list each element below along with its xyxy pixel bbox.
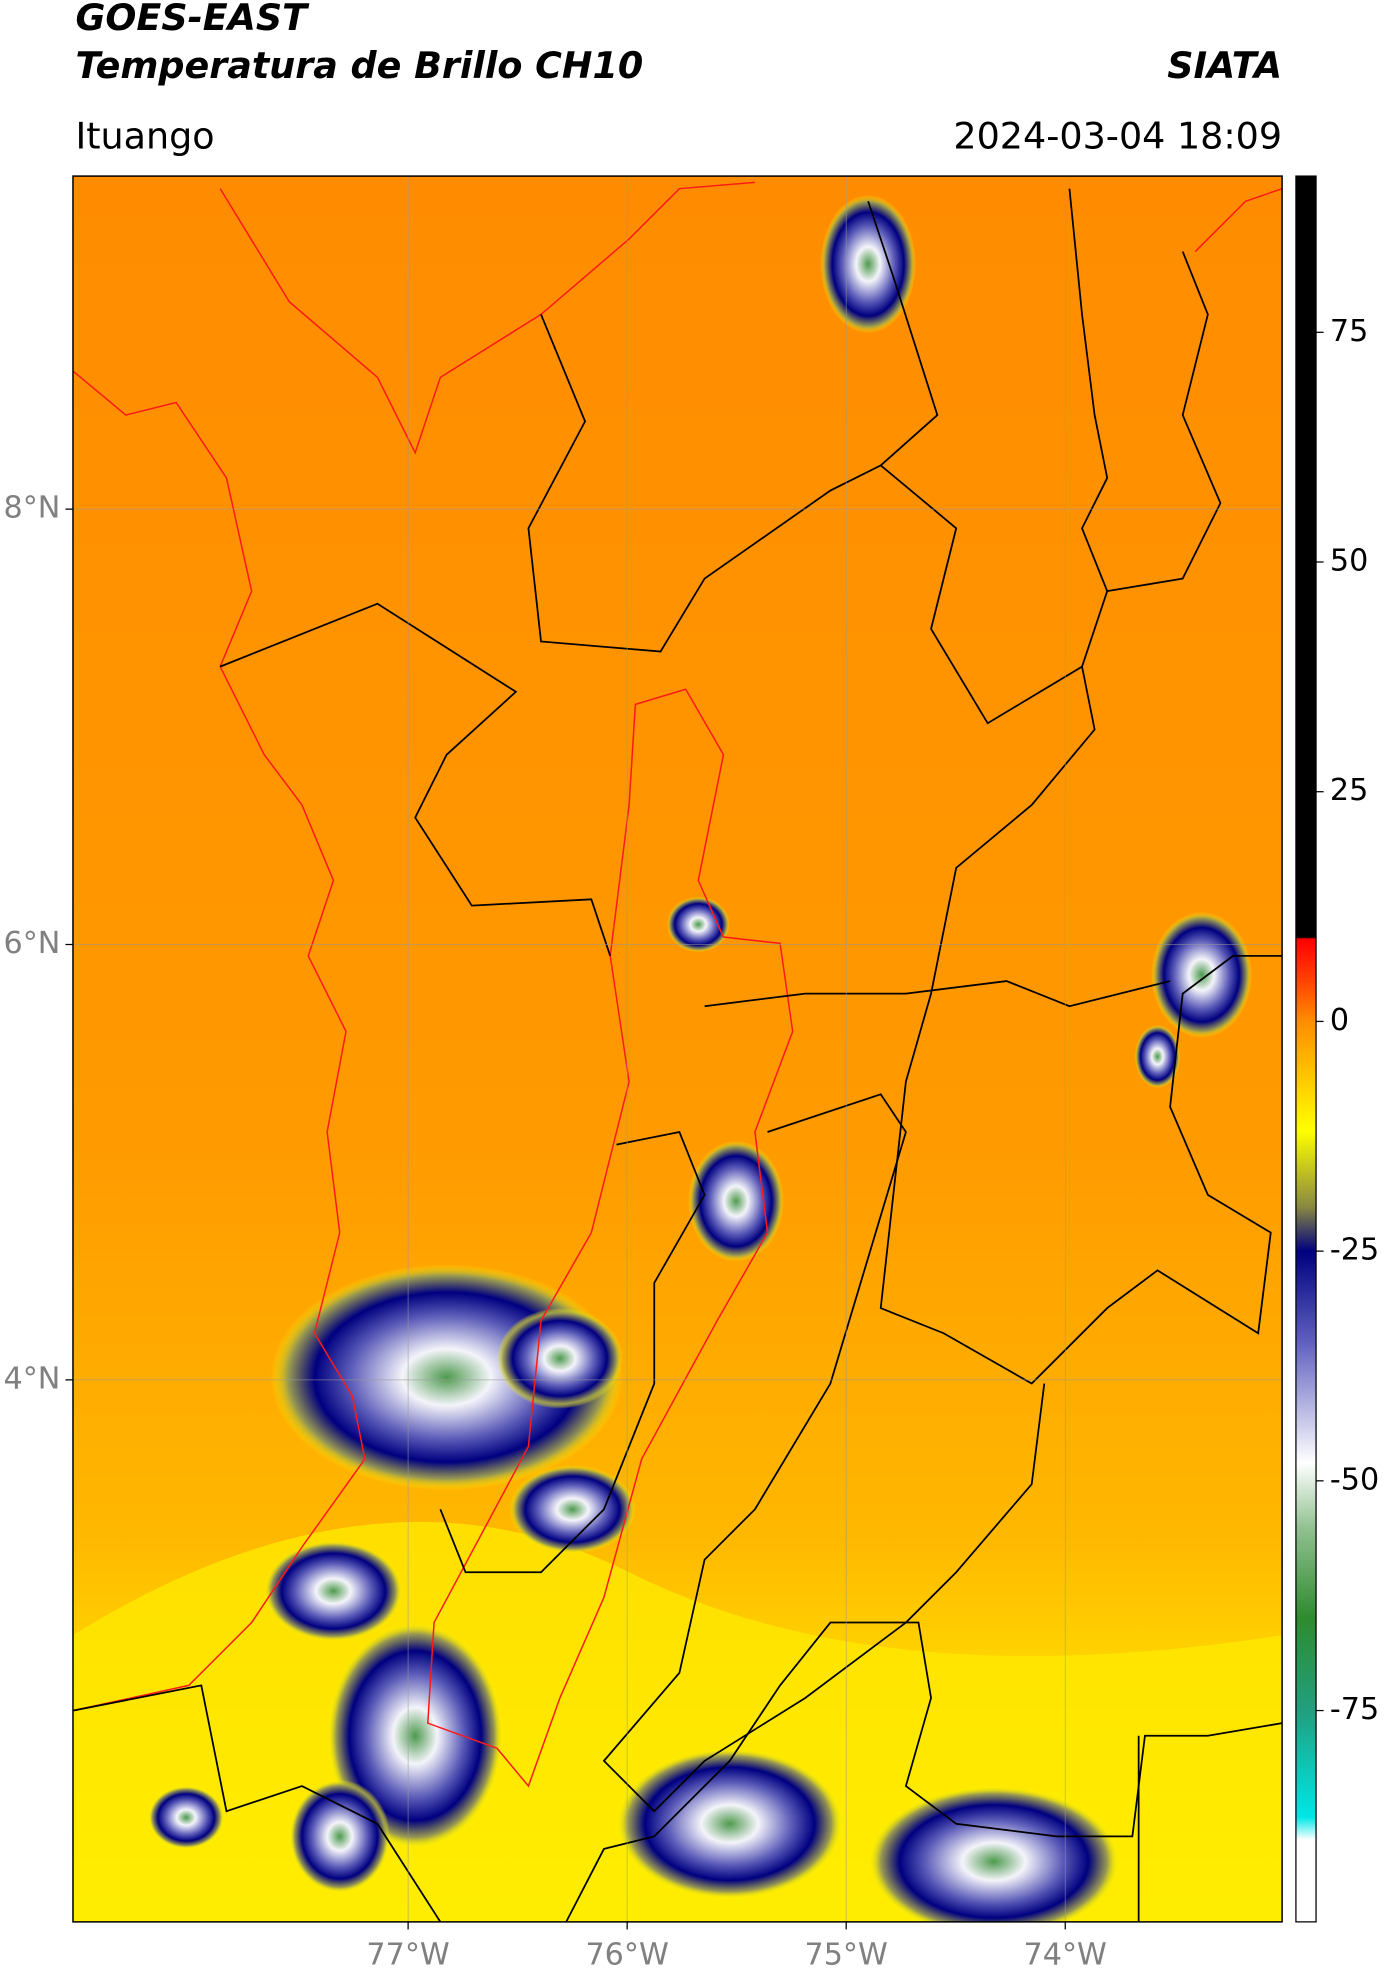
location: Ituango [75,114,214,157]
map-image [72,176,1283,1922]
x-tick-label: 76°W [585,1937,668,1972]
colorbar-tick-label: 75 [1330,314,1368,349]
grid [72,176,1283,1922]
x-tick-label: 75°W [805,1937,888,1972]
x-tick-label: 77°W [366,1937,449,1972]
y-tick-label: 8°N [3,491,60,526]
map-frame [72,175,1283,1923]
colorbar [1295,175,1317,1923]
title: GOES-EAST [75,0,310,39]
y-tick-label: 6°N [3,926,60,961]
colorbar-tick-label: 25 [1330,773,1368,808]
colorbar-tick-label: -50 [1330,1462,1379,1497]
x-tick-label: 74°W [1024,1937,1107,1972]
source: SIATA [1167,44,1282,87]
colorbar-tick-label: 50 [1330,544,1368,579]
colorbar-tick-label: 0 [1330,1003,1349,1038]
timestamp: 2024-03-04 18:09 [953,114,1282,157]
ticks: 77°W 76°W 75°W 74°W 8°N 6°N 4°N -75 -50 -25 0 25 50 7… [3,314,1379,1973]
colorbar-tick-label: -25 [1330,1233,1379,1268]
y-tick-label: 4°N [3,1361,60,1396]
colorbar-tick-label: -75 [1330,1692,1379,1727]
subtitle: Temperatura de Brillo CH10 [75,44,643,87]
